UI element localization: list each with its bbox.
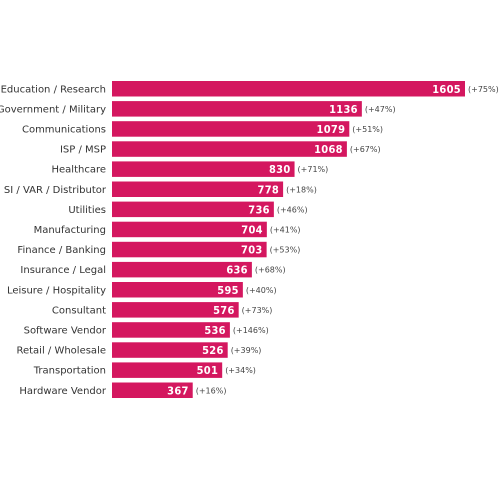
bar: [112, 181, 284, 197]
bar-change-label: (+46%): [277, 205, 308, 214]
bar-value-label: 778: [258, 183, 280, 196]
bar: [112, 241, 267, 258]
bar-change-label: (+68%): [255, 266, 286, 275]
bar-change-label: (+18%): [286, 185, 317, 194]
bar-value-label: 576: [213, 304, 235, 317]
bar-change-label: (+71%): [298, 165, 329, 174]
bar-value-label: 704: [241, 223, 263, 236]
bar-change-label: (+47%): [365, 105, 396, 114]
bar-value-label: 595: [217, 284, 239, 297]
bar: [112, 141, 347, 157]
category-label: Government / Military: [0, 104, 106, 115]
bar-value-label: 1605: [432, 83, 461, 96]
bar-value-label: 736: [248, 203, 270, 216]
bar-value-label: 501: [197, 364, 219, 377]
bar-value-label: 526: [202, 344, 224, 357]
category-label: Healthcare: [51, 165, 106, 176]
bar-value-label: 703: [241, 244, 263, 257]
bar: [112, 261, 252, 278]
category-label: Retail / Wholesale: [16, 346, 106, 357]
bar-value-label: 1079: [317, 123, 346, 136]
bar: [112, 81, 465, 97]
category-label: Transportation: [33, 366, 106, 377]
bar-change-label: (+41%): [270, 225, 301, 234]
bar: [112, 282, 243, 298]
bar-value-label: 1136: [329, 103, 358, 116]
bar: [112, 121, 350, 137]
bar-change-label: (+51%): [352, 125, 383, 134]
bar: [112, 201, 274, 218]
bar-change-label: (+53%): [270, 246, 301, 255]
category-label: Utilities: [68, 205, 106, 216]
category-label: Insurance / Legal: [20, 265, 106, 276]
category-label: Communications: [22, 124, 106, 135]
bar: [112, 161, 295, 177]
bar: [112, 221, 267, 238]
bar: [112, 322, 230, 338]
bar-change-label: (+16%): [196, 386, 227, 395]
bar-change-label: (+34%): [225, 366, 256, 375]
bar: [112, 302, 239, 318]
bar-change-label: (+146%): [233, 326, 269, 335]
bar: [112, 362, 223, 378]
category-label: Consultant: [52, 305, 106, 316]
category-label: Manufacturing: [34, 225, 106, 236]
category-label: Education / Research: [1, 84, 106, 95]
bar-value-label: 830: [269, 163, 291, 176]
bar-change-label: (+40%): [246, 286, 277, 295]
category-label: SI / VAR / Distributor: [4, 185, 107, 196]
category-label: ISP / MSP: [60, 145, 106, 156]
bar: [112, 342, 228, 358]
bar-change-label: (+75%): [468, 85, 499, 94]
category-label: Finance / Banking: [17, 245, 106, 256]
category-label: Leisure / Hospitality: [7, 285, 106, 296]
bar: [112, 382, 193, 398]
category-label: Hardware Vendor: [19, 386, 106, 397]
bar-value-label: 367: [167, 384, 189, 397]
bar: [112, 101, 362, 117]
bar-value-label: 1068: [314, 143, 343, 156]
category-label: Software Vendor: [24, 325, 107, 336]
bar-change-label: (+73%): [242, 306, 273, 315]
bar-change-label: (+67%): [350, 145, 381, 154]
bar-value-label: 536: [204, 324, 226, 337]
bar-value-label: 636: [226, 264, 248, 277]
bar-change-label: (+39%): [231, 346, 262, 355]
